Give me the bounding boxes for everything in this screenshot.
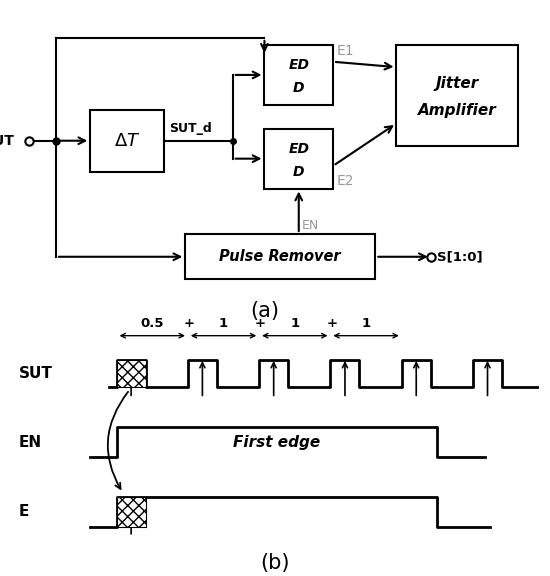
Text: SUT: SUT [19,366,53,381]
Text: ED: ED [288,58,309,73]
Text: 0.5: 0.5 [140,317,164,331]
Text: (a): (a) [250,301,279,321]
Bar [90,109,164,172]
Text: SUT: SUT [0,134,14,147]
Text: First edge: First edge [233,434,321,449]
Text: D: D [293,165,305,179]
Text: $\Delta T$: $\Delta T$ [114,132,140,150]
Text: 1: 1 [290,317,299,331]
Text: Jitter: Jitter [436,75,479,90]
Polygon shape [117,361,146,386]
Bar [265,129,333,188]
Text: Pulse Remover: Pulse Remover [219,249,341,264]
Text: +: + [326,317,337,331]
Text: E2: E2 [336,175,354,188]
Text: 1: 1 [219,317,228,331]
Text: 1: 1 [361,317,371,331]
Text: Amplifier: Amplifier [418,103,497,118]
Bar [185,234,375,279]
Text: E: E [19,505,29,520]
Text: EN: EN [302,219,319,232]
Text: S[1:0]: S[1:0] [437,250,483,263]
Text: EN: EN [19,434,42,449]
Bar [397,45,518,146]
Text: ED: ED [288,142,309,156]
Text: E1: E1 [336,44,354,58]
Text: SUT_d: SUT_d [169,122,212,135]
Polygon shape [117,498,146,526]
Text: +: + [255,317,266,331]
Bar [265,45,333,105]
Text: (b): (b) [260,553,290,573]
Text: D: D [293,81,305,95]
Text: +: + [184,317,195,331]
